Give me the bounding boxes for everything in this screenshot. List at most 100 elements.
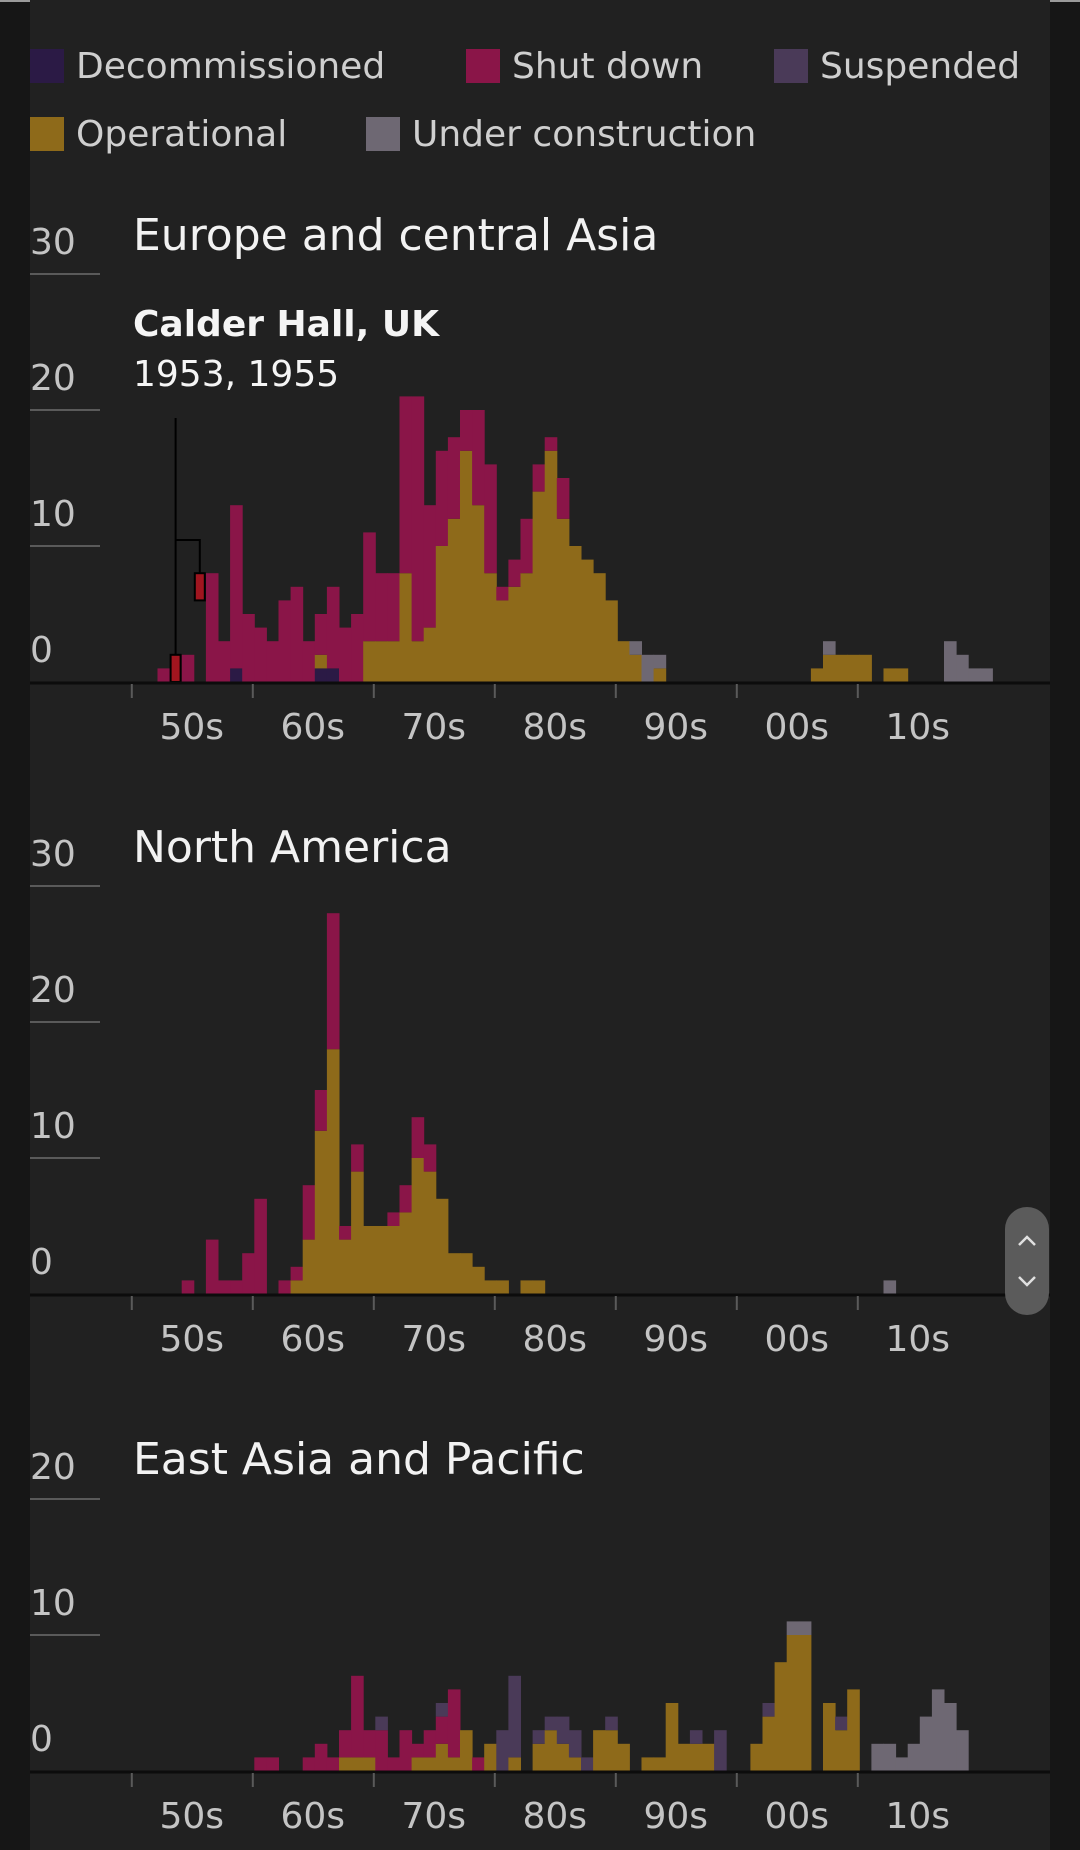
bar-shutdown xyxy=(423,1730,437,1758)
bar-shutdown xyxy=(302,641,316,682)
bar-operational xyxy=(314,1130,328,1294)
bar-operational xyxy=(375,641,388,682)
x-tick-label: 50s xyxy=(160,1319,225,1360)
bar-operational xyxy=(641,1757,655,1771)
bar-operational xyxy=(484,1743,497,1771)
bar-operational xyxy=(290,1280,304,1294)
x-tick-label: 70s xyxy=(402,1319,467,1360)
bar-shutdown xyxy=(411,1743,425,1758)
bar-operational xyxy=(835,654,848,682)
bar-operational xyxy=(363,1757,376,1771)
bar-shutdown xyxy=(205,1239,219,1294)
bar-operational xyxy=(665,1703,679,1771)
highlight-bar xyxy=(193,572,206,602)
bar-operational xyxy=(447,518,461,682)
scroll-handle[interactable] xyxy=(1005,1207,1049,1315)
bar-operational xyxy=(460,1253,473,1294)
bar-shutdown xyxy=(447,437,461,519)
bar-shutdown xyxy=(411,1117,425,1158)
bar-construction xyxy=(907,1743,921,1771)
bar-operational xyxy=(351,1171,364,1294)
bar-shutdown xyxy=(254,1198,267,1294)
bar-operational xyxy=(423,627,437,682)
bar-shutdown xyxy=(351,1675,364,1758)
legend-item-operational: Operational xyxy=(30,112,287,156)
bar-operational xyxy=(387,641,400,682)
bar-operational xyxy=(314,654,328,669)
bar-construction xyxy=(883,1280,897,1294)
bar-decommissioned xyxy=(314,668,328,682)
bar-operational xyxy=(689,1743,703,1771)
bar-operational xyxy=(762,1716,776,1771)
bar-shutdown xyxy=(290,586,304,682)
bar-operational xyxy=(786,1635,800,1771)
bar-operational xyxy=(387,1226,400,1294)
bar-shutdown xyxy=(230,1280,243,1294)
x-tick-label: 90s xyxy=(644,1319,709,1360)
bar-shutdown xyxy=(278,600,292,682)
chart-3: East Asia and Pacific 0 10 20 50s 60s 70s 80s 90… xyxy=(30,1434,1050,1837)
x-tick-label: 60s xyxy=(281,1319,346,1360)
bar-operational xyxy=(629,654,642,682)
bar-shutdown xyxy=(278,1280,292,1294)
legend-item-decommissioned: Decommissioned xyxy=(30,44,385,88)
bar-operational xyxy=(883,668,897,682)
chevron-down-icon[interactable] xyxy=(1018,1276,1036,1287)
bar-operational xyxy=(339,1757,352,1771)
bar-shutdown xyxy=(363,1730,376,1758)
bar-operational xyxy=(472,505,485,682)
bar-suspended xyxy=(532,1730,546,1744)
bar-operational xyxy=(423,1171,437,1294)
bar-decommissioned xyxy=(230,668,243,682)
bar-shutdown xyxy=(496,586,509,601)
bar-construction xyxy=(871,1743,884,1771)
chevron-up-icon[interactable] xyxy=(1018,1235,1036,1246)
annotation-leader xyxy=(174,418,201,655)
bar-shutdown xyxy=(218,641,231,682)
x-tick-label: 00s xyxy=(765,1319,830,1360)
chart-panel xyxy=(30,0,1050,1850)
x-tick-label: 80s xyxy=(523,1319,588,1360)
bar-shutdown xyxy=(254,627,267,682)
bar-suspended xyxy=(714,1730,727,1771)
bar-suspended xyxy=(568,1730,582,1758)
bar-operational xyxy=(823,654,836,682)
bar-operational xyxy=(363,1226,376,1294)
bar-operational xyxy=(472,1266,485,1294)
bar-operational xyxy=(484,573,497,682)
x-tick-label: 90s xyxy=(644,707,709,748)
bar-operational xyxy=(532,491,546,682)
bar-operational xyxy=(810,668,824,682)
bar-operational xyxy=(496,1280,509,1294)
y-tick-label: 30 xyxy=(30,222,76,263)
legend-swatch-operational xyxy=(30,117,64,151)
bar-shutdown xyxy=(460,410,473,451)
bar-construction xyxy=(956,654,969,682)
bar-shutdown xyxy=(508,559,521,587)
bar-operational xyxy=(351,1757,364,1771)
bar-shutdown xyxy=(181,1280,195,1294)
bar-suspended xyxy=(508,1675,521,1758)
bar-operational xyxy=(460,1730,473,1771)
y-tick-label: 10 xyxy=(30,1106,76,1147)
bar-operational xyxy=(593,573,606,682)
y-tick-label: 20 xyxy=(30,970,76,1011)
legend-swatch-shutdown xyxy=(466,49,500,83)
bar-shutdown xyxy=(314,1743,328,1771)
bar-operational xyxy=(605,600,618,682)
bar-operational xyxy=(544,450,558,682)
bar-operational xyxy=(411,1158,425,1294)
legend-swatch-decommissioned xyxy=(30,49,64,83)
y-tick-label: 0 xyxy=(30,630,53,671)
y-tick-label: 10 xyxy=(30,494,76,535)
bar-shutdown xyxy=(242,614,255,682)
legend-item-construction: Under construction xyxy=(366,112,756,156)
x-tick-label: 80s xyxy=(523,707,588,748)
bar-operational xyxy=(750,1743,763,1771)
annotation-subtitle: 1953, 1955 xyxy=(133,354,339,395)
bar-suspended xyxy=(556,1716,570,1744)
bar-operational xyxy=(847,1689,860,1771)
bar-shutdown xyxy=(387,1212,400,1226)
highlight-bar xyxy=(169,653,182,683)
x-tick-label: 10s xyxy=(886,707,951,748)
